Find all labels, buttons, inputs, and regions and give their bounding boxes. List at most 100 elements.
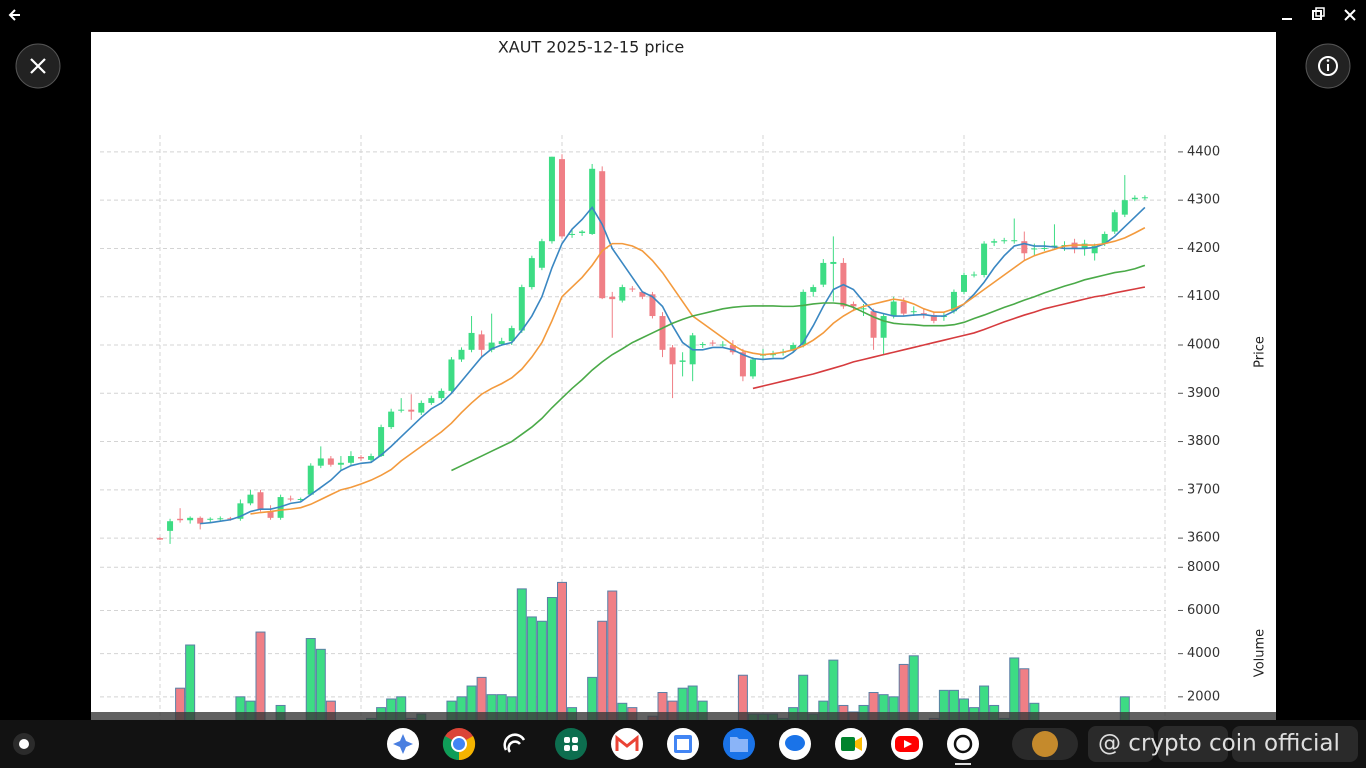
candle-body [358, 457, 364, 459]
candle-body [408, 409, 415, 412]
candle-body [237, 503, 244, 519]
volume-bar [617, 702, 628, 720]
candle-body [157, 538, 163, 540]
chart-title: XAUT 2025-12-15 price [498, 38, 684, 57]
candle-body [548, 156, 555, 242]
volume-bar [607, 590, 618, 720]
app-icon[interactable] [503, 733, 526, 753]
watermark: @ crypto coin official [1098, 731, 1340, 757]
candle-body [599, 171, 606, 299]
candle-body [699, 344, 706, 346]
volume-bar [1029, 702, 1040, 720]
candle-body [981, 243, 988, 275]
candle-body [428, 398, 435, 403]
candle-body [448, 359, 455, 391]
candle-body [267, 511, 274, 518]
candle-body [1111, 212, 1118, 232]
candle-body [709, 342, 716, 344]
candle-body [961, 275, 967, 292]
candle-body [317, 458, 324, 466]
candle-body [579, 231, 586, 233]
image-bottom-bar [91, 712, 1276, 720]
candle-body [920, 313, 927, 315]
back-button[interactable] [8, 9, 20, 21]
app-icon[interactable] [611, 728, 643, 760]
app-icon[interactable] [947, 728, 979, 760]
volume-tick-label: 4000 [1187, 646, 1220, 661]
volume-bar [1009, 657, 1020, 720]
volume-bar [185, 644, 196, 720]
candle-body [1021, 241, 1028, 254]
status-tray[interactable] [1012, 726, 1358, 762]
candle-body [418, 402, 425, 413]
volume-bar [908, 655, 919, 720]
candle-body [950, 291, 957, 312]
y-tick-label: 4400 [1187, 144, 1220, 159]
candle-body [870, 311, 877, 338]
info-button[interactable] [1305, 43, 1351, 89]
y-tick-label: 3800 [1187, 434, 1220, 449]
volume-bar [325, 700, 336, 720]
close-viewer-button[interactable] [15, 43, 61, 89]
y-tick-label: 4000 [1187, 338, 1220, 353]
candle-body [287, 498, 294, 500]
y-tick-label: 4300 [1187, 193, 1220, 208]
volume-bar [315, 648, 326, 720]
candle-body [297, 499, 304, 500]
candle-body [478, 334, 485, 350]
candle-body [257, 492, 264, 510]
candle-body [508, 328, 515, 342]
volume-bar [898, 663, 909, 720]
volume-bar [446, 700, 457, 720]
candle-body [538, 241, 545, 268]
candle-body [207, 518, 214, 520]
candle-body [659, 316, 666, 350]
candle-body [167, 521, 174, 531]
volume-bar [245, 700, 256, 720]
candle-body [1001, 240, 1008, 242]
candle-body [739, 352, 746, 377]
app-icon[interactable] [555, 728, 587, 760]
volume-bar [516, 588, 527, 720]
launcher[interactable] [13, 733, 35, 755]
candle-body [378, 427, 385, 457]
volume-bar [546, 597, 557, 720]
candle-body [438, 390, 445, 399]
y-tick-label: 3900 [1187, 386, 1220, 401]
candle-body [930, 315, 937, 321]
volume-bar [818, 700, 829, 720]
candle-body [880, 316, 887, 338]
volume-tick-label: 6000 [1187, 603, 1220, 618]
candle-body [247, 494, 254, 504]
candle-body [468, 332, 475, 350]
candle-body [458, 349, 465, 360]
candle-body [649, 294, 656, 317]
candle-body [800, 291, 807, 345]
close-window-button[interactable] [1344, 9, 1356, 21]
volume-bar [828, 659, 839, 720]
candle-body [749, 359, 756, 377]
candle-body [669, 347, 676, 365]
volume-bar [557, 581, 567, 720]
candle-body [217, 518, 224, 520]
candle-body [1011, 240, 1018, 242]
candle-body [1081, 243, 1088, 249]
y-tick-label: 4200 [1187, 241, 1220, 256]
maximize-button[interactable] [1312, 7, 1325, 20]
volume-bar [597, 620, 608, 720]
app-icons [387, 728, 979, 765]
candle-body [589, 168, 596, 234]
moving-average-line [752, 286, 1146, 390]
volume-bar [587, 676, 598, 720]
volume-bar [1019, 668, 1030, 720]
candle-body [810, 287, 817, 292]
volume-bar [667, 700, 678, 720]
y-tick-label: 4100 [1187, 289, 1220, 304]
candle-body [1051, 245, 1058, 247]
candle-body [368, 456, 375, 460]
candle-body [187, 517, 194, 521]
candle-body [227, 518, 234, 520]
candle-body [860, 308, 867, 310]
candle-body [991, 241, 998, 243]
candle-body [1141, 197, 1148, 199]
